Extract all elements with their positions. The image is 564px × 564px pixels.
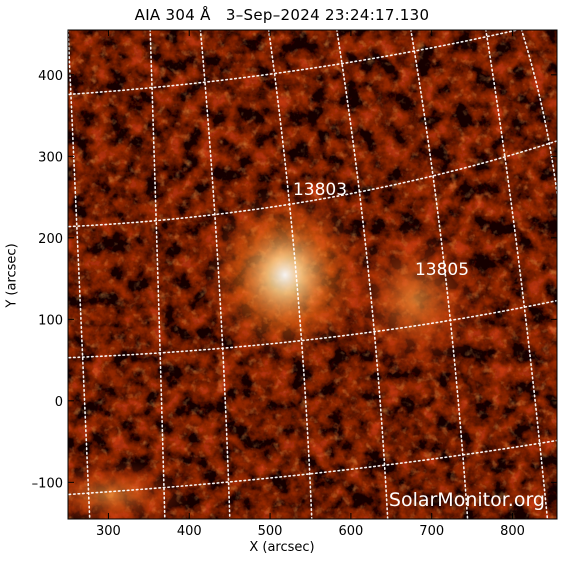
region-label-13803: 13803: [293, 180, 347, 200]
region-labels: 13803 13805: [293, 180, 469, 280]
sun-image: 13803 13805 SolarMonitor.org: [68, 30, 557, 519]
x-tick-label: 700: [419, 524, 444, 539]
y-tick-label: 400: [38, 69, 63, 84]
active-region-13803-glow: [200, 185, 370, 365]
heliographic-grid: [68, 30, 557, 519]
longitude-line: [199, 30, 231, 519]
longitude-line: [410, 30, 469, 519]
latitude-line: [68, 30, 521, 96]
y-axis-label: Y (arcsec): [4, 243, 20, 308]
longitude-line: [335, 30, 389, 519]
x-tick-label: 500: [258, 524, 283, 539]
plot-frame: [67, 29, 558, 520]
x-axis-label: X (arcsec): [249, 540, 315, 555]
solarmonitor-watermark: SolarMonitor.org: [389, 489, 545, 511]
active-region-13805-glow: [345, 225, 485, 375]
x-axis-ticks: 300 400 500 600 700 800: [96, 30, 525, 539]
latitude-line: [68, 299, 557, 359]
latitude-line: [68, 140, 557, 228]
y-tick-label: 200: [38, 232, 63, 247]
longitude-line: [484, 30, 549, 519]
longitude-line: [267, 30, 313, 519]
x-tick-label: 800: [500, 524, 525, 539]
x-tick-label: 400: [177, 524, 202, 539]
x-tick-label: 300: [96, 524, 121, 539]
y-tick-label: 100: [38, 313, 63, 328]
y-tick-label: 300: [38, 150, 63, 165]
latitude-line: [68, 439, 557, 496]
longitude-line: [68, 30, 91, 519]
y-tick-label: –100: [32, 476, 63, 491]
image-title: AIA 304 Å 3–Sep–2024 23:24:17.130: [134, 6, 430, 24]
y-axis-ticks: 400 300 200 100 0 –100: [32, 69, 557, 491]
region-label-13805: 13805: [415, 260, 469, 280]
x-tick-label: 600: [338, 524, 363, 539]
y-tick-label: 0: [55, 395, 63, 410]
longitude-line: [520, 30, 557, 201]
longitude-line: [149, 30, 166, 519]
